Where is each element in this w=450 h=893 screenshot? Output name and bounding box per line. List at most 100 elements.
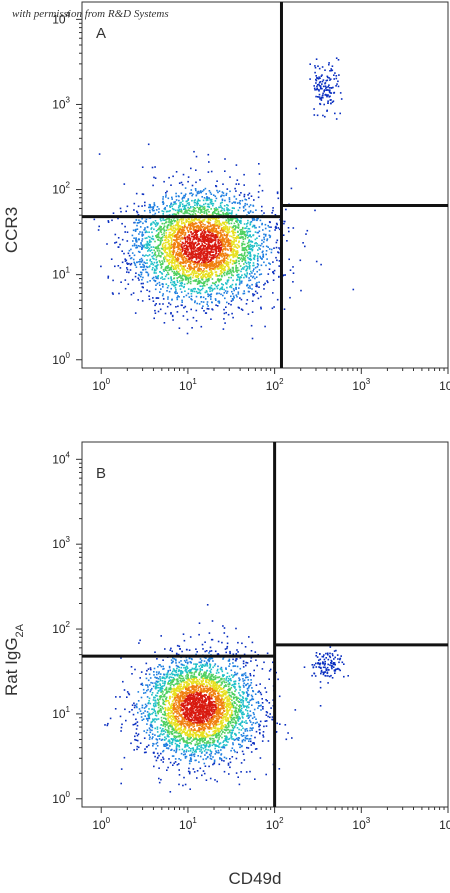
event-dot bbox=[161, 228, 163, 230]
event-dot bbox=[176, 732, 178, 734]
event-dot bbox=[189, 242, 192, 244]
event-dot bbox=[197, 256, 200, 258]
event-dot bbox=[184, 207, 186, 210]
event-dot bbox=[216, 268, 219, 270]
event-dot bbox=[164, 208, 167, 211]
event-dot bbox=[248, 192, 251, 195]
event-dot bbox=[260, 295, 262, 298]
event-dot bbox=[147, 235, 150, 238]
event-dot bbox=[238, 245, 241, 248]
event-dot bbox=[172, 265, 175, 268]
event-dot bbox=[227, 680, 229, 682]
event-dot bbox=[174, 272, 177, 274]
event-dot bbox=[193, 279, 196, 282]
event-dot bbox=[239, 258, 242, 261]
event-dot bbox=[221, 274, 223, 277]
event-dot bbox=[258, 184, 261, 187]
y-axis-title-a: CCR3 bbox=[2, 207, 21, 253]
event-dot bbox=[249, 285, 251, 287]
event-dot bbox=[180, 277, 183, 280]
event-dot bbox=[187, 199, 189, 201]
event-dot bbox=[326, 75, 329, 78]
event-dot bbox=[207, 208, 209, 211]
event-dot bbox=[140, 716, 143, 718]
event-dot bbox=[152, 209, 154, 212]
event-dot bbox=[157, 297, 160, 299]
event-dot bbox=[155, 684, 157, 686]
event-dot bbox=[163, 717, 165, 719]
event-dot bbox=[195, 230, 198, 232]
event-dot bbox=[237, 273, 239, 276]
event-dot bbox=[209, 231, 211, 233]
event-dot bbox=[202, 747, 205, 750]
event-dot bbox=[232, 228, 235, 231]
event-dot bbox=[228, 698, 230, 700]
event-dot bbox=[203, 282, 206, 284]
event-dot bbox=[335, 118, 338, 120]
event-dot bbox=[256, 219, 258, 221]
event-dot bbox=[184, 709, 187, 711]
event-dot bbox=[252, 219, 254, 221]
event-dot bbox=[238, 711, 240, 713]
event-dot bbox=[192, 708, 194, 710]
event-dot bbox=[206, 248, 209, 250]
event-dot bbox=[150, 263, 152, 265]
event-dot bbox=[211, 232, 213, 234]
event-dot bbox=[157, 244, 160, 247]
event-dot bbox=[205, 279, 208, 281]
event-dot bbox=[236, 278, 238, 281]
event-dot bbox=[241, 232, 244, 234]
event-dot bbox=[126, 268, 129, 271]
event-dot bbox=[179, 240, 182, 242]
event-dot bbox=[155, 269, 157, 272]
event-dot bbox=[172, 703, 175, 706]
event-dot bbox=[165, 234, 168, 237]
event-dot bbox=[209, 238, 212, 240]
event-dot bbox=[158, 260, 161, 262]
event-dot bbox=[220, 234, 222, 236]
event-dot bbox=[174, 258, 176, 261]
event-dot bbox=[164, 244, 167, 246]
event-dot bbox=[226, 265, 229, 268]
event-dot bbox=[170, 242, 173, 244]
event-dot bbox=[188, 237, 191, 239]
event-dot bbox=[138, 261, 140, 263]
event-dot bbox=[265, 250, 268, 252]
event-dot bbox=[190, 292, 193, 295]
event-dot bbox=[208, 235, 210, 237]
event-dot bbox=[215, 207, 217, 209]
event-dot bbox=[228, 212, 230, 214]
event-dot bbox=[177, 227, 180, 229]
event-dot bbox=[155, 671, 158, 673]
event-dot bbox=[191, 289, 194, 292]
event-dot bbox=[181, 243, 183, 246]
event-dot bbox=[195, 266, 197, 268]
event-dot bbox=[286, 240, 288, 242]
event-dot bbox=[230, 295, 232, 298]
event-dot bbox=[171, 314, 174, 317]
event-dot bbox=[182, 723, 185, 725]
event-dot bbox=[226, 286, 228, 289]
event-dot bbox=[243, 273, 246, 276]
event-dot bbox=[278, 247, 280, 249]
event-dot bbox=[254, 238, 257, 241]
event-dot bbox=[219, 250, 221, 252]
event-dot bbox=[194, 246, 197, 248]
event-dot bbox=[238, 708, 240, 710]
event-dot bbox=[202, 274, 205, 276]
event-dot bbox=[232, 676, 234, 678]
event-dot bbox=[173, 236, 176, 238]
event-dot bbox=[212, 214, 214, 216]
event-dot bbox=[189, 224, 192, 226]
event-dot bbox=[245, 269, 248, 272]
event-dot bbox=[258, 173, 261, 175]
event-dot bbox=[222, 245, 224, 248]
event-dot bbox=[228, 241, 231, 244]
event-dot bbox=[179, 263, 182, 265]
event-dot bbox=[237, 209, 240, 212]
event-dot bbox=[198, 273, 201, 275]
event-dot bbox=[210, 752, 212, 755]
event-dot bbox=[219, 241, 222, 243]
event-dot bbox=[235, 772, 238, 774]
event-dot bbox=[332, 100, 335, 102]
